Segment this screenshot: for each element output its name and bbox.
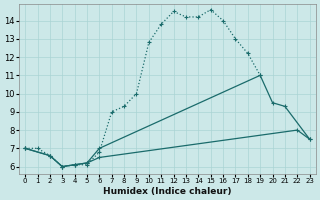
- X-axis label: Humidex (Indice chaleur): Humidex (Indice chaleur): [103, 187, 232, 196]
